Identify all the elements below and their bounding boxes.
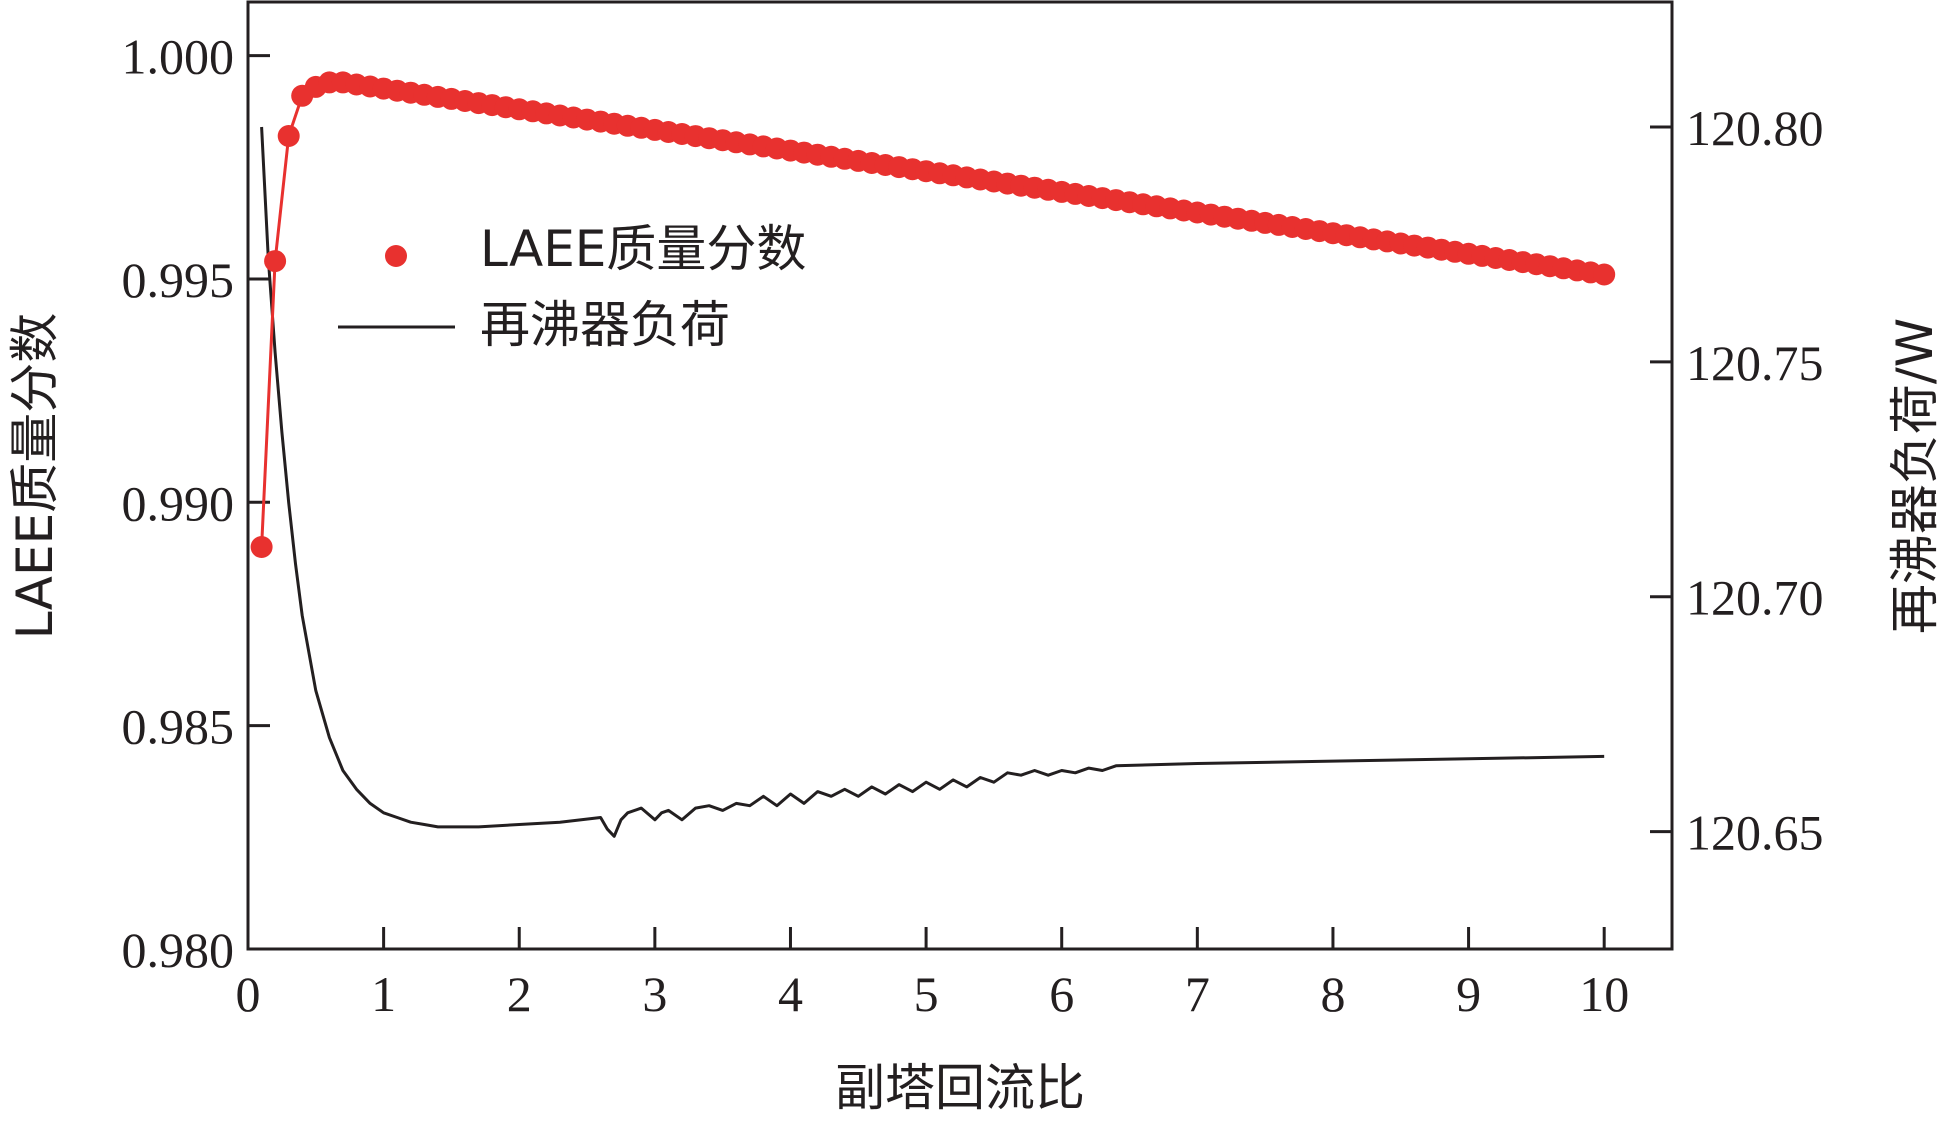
- y-left-tick-label: 0.995: [122, 252, 235, 308]
- y-right-tick-label: 120.75: [1686, 335, 1824, 391]
- x-tick-label: 4: [778, 966, 803, 1022]
- y-left-tick-label: 0.990: [122, 475, 235, 531]
- series-layer: [250, 71, 1616, 838]
- y-left-tick-label: 1.000: [122, 29, 235, 85]
- legend-label-reboiler: 再沸器负荷: [480, 296, 730, 354]
- legend-label-laee: LAEE质量分数: [480, 220, 806, 278]
- x-tick-label: 8: [1320, 966, 1345, 1022]
- x-tick-label: 0: [236, 966, 261, 1022]
- x-tick-label: 10: [1579, 966, 1629, 1022]
- x-axis-ticks: 0 1 2 3 4 5 6 7 8 9 10: [236, 927, 1629, 1022]
- reboiler-duty-line: [260, 126, 1605, 838]
- y-right-axis-title: 再沸器负荷/W: [1886, 318, 1944, 634]
- x-tick-label: 6: [1049, 966, 1074, 1022]
- plot-frame: [246, 0, 1674, 951]
- y-right-tick-label: 120.65: [1686, 805, 1824, 861]
- legend-marker-laee: [385, 245, 407, 267]
- x-tick-label: 9: [1456, 966, 1481, 1022]
- y-left-axis-ticks: 0.980 0.985 0.990 0.995 1.000: [122, 29, 270, 978]
- laee-fraction-point: [250, 536, 273, 558]
- laee-fraction-point: [1593, 263, 1616, 286]
- y-right-tick-label: 120.80: [1686, 100, 1824, 156]
- x-axis-title: 副塔回流比: [835, 1059, 1085, 1117]
- y-left-tick-label: 0.980: [122, 922, 235, 978]
- x-tick-label: 7: [1185, 966, 1210, 1022]
- y-right-tick-label: 120.70: [1686, 570, 1824, 626]
- laee-fraction-line: [260, 80, 1605, 548]
- laee-fraction-point: [277, 125, 300, 147]
- x-tick-label: 5: [914, 966, 939, 1022]
- y-left-axis-title: LAEE质量分数: [6, 313, 64, 639]
- y-right-axis-ticks: 120.65 120.70 120.75 120.80: [1650, 100, 1824, 861]
- x-tick-label: 2: [507, 966, 532, 1022]
- x-tick-label: 3: [642, 966, 667, 1022]
- y-left-tick-label: 0.985: [122, 699, 235, 755]
- legend: LAEE质量分数 再沸器负荷: [338, 220, 806, 354]
- x-tick-label: 1: [371, 966, 396, 1022]
- laee-fraction-point: [264, 250, 287, 273]
